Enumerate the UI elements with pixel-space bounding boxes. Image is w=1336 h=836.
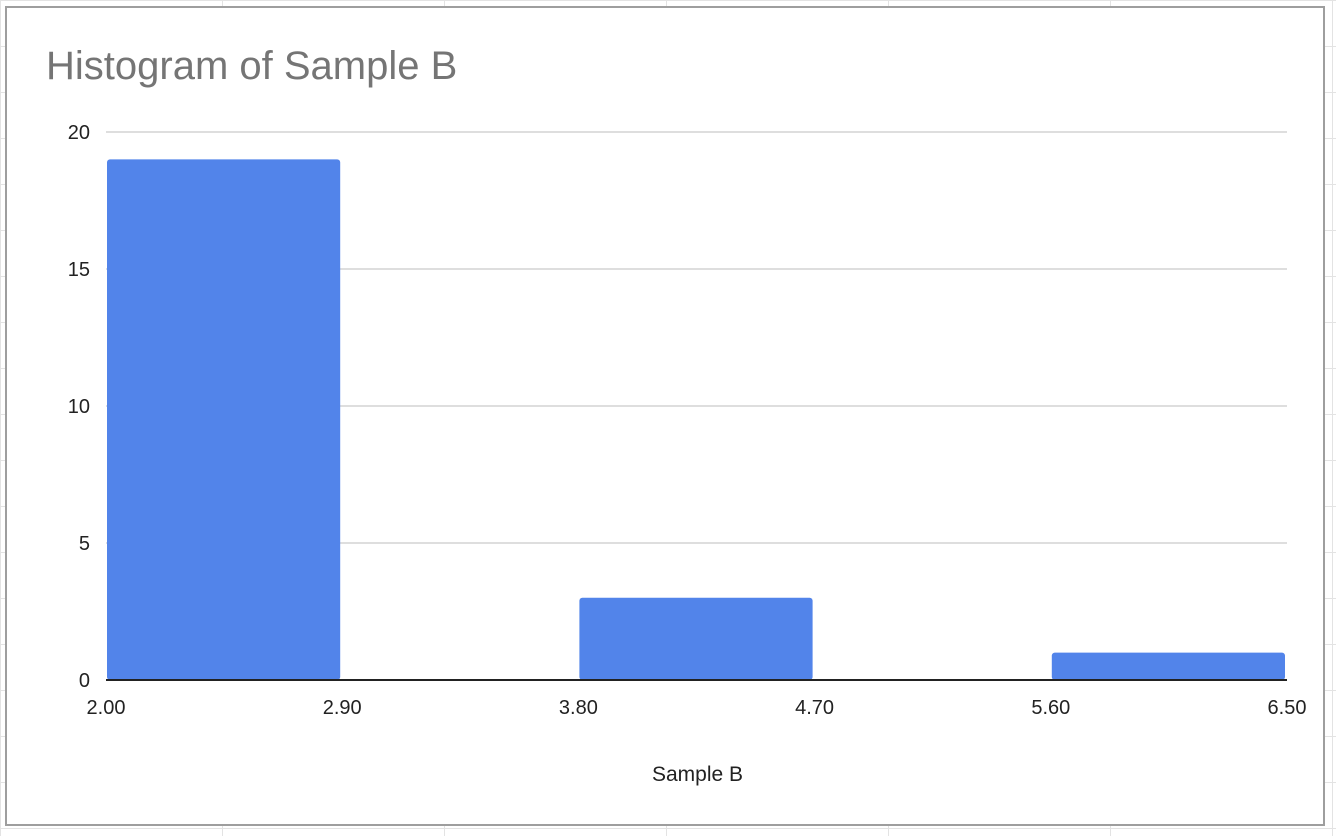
x-axis-title: Sample B — [652, 763, 743, 786]
x-tick-label: 3.80 — [559, 697, 598, 719]
y-tick-label: 10 — [68, 396, 90, 418]
x-tick-label: 5.60 — [1031, 697, 1070, 719]
histogram-bar[interactable] — [107, 159, 341, 680]
y-tick-label: 5 — [79, 533, 90, 555]
x-tick-label: 2.00 — [87, 697, 126, 719]
y-tick-label: 0 — [79, 670, 90, 692]
histogram-bar[interactable] — [579, 597, 813, 680]
y-tick-label: 20 — [68, 122, 90, 144]
x-axis-ticks: 2.00 2.90 3.80 4.70 5.60 6.50 — [87, 697, 1307, 719]
x-tick-label: 4.70 — [795, 697, 834, 719]
histogram-bars — [107, 159, 1285, 680]
histogram-bar[interactable] — [1051, 652, 1285, 680]
y-tick-label: 15 — [68, 259, 90, 281]
x-tick-label: 6.50 — [1268, 697, 1307, 719]
chart-title: Histogram of Sample B — [46, 44, 458, 88]
y-axis-ticks: 0 5 10 15 20 — [68, 122, 90, 692]
x-tick-label: 2.90 — [323, 697, 362, 719]
